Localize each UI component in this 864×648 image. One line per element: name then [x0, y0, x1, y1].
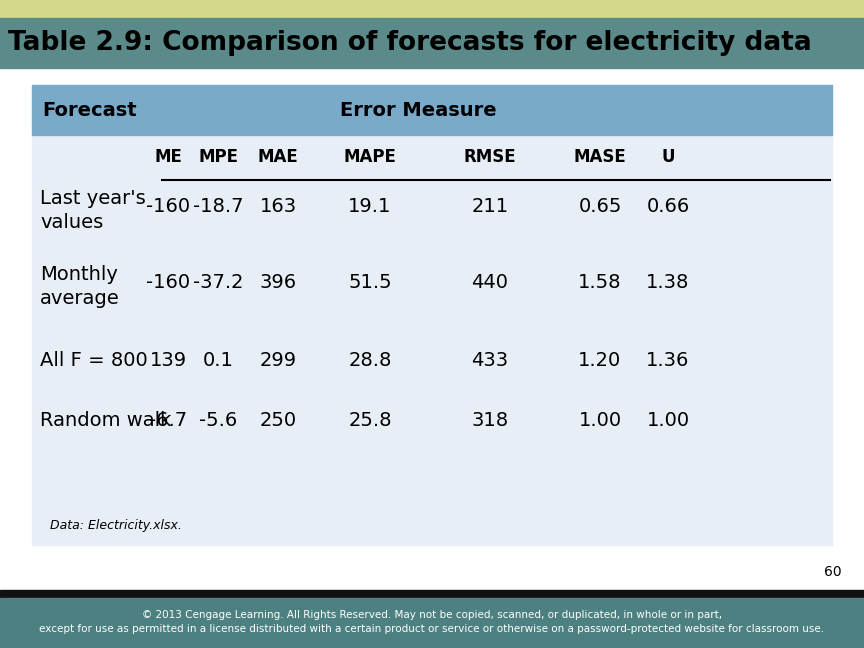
Text: MASE: MASE [574, 148, 626, 166]
Text: average: average [40, 290, 120, 308]
Bar [0, 598, 864, 648]
Text: 28.8: 28.8 [348, 351, 391, 369]
Text: 163: 163 [259, 196, 296, 216]
Text: -18.7: -18.7 [193, 196, 244, 216]
Text: 299: 299 [259, 351, 296, 369]
Text: RMSE: RMSE [464, 148, 517, 166]
Text: Last year's: Last year's [40, 189, 146, 207]
Text: 60: 60 [824, 565, 842, 579]
Text: 1.58: 1.58 [578, 273, 622, 292]
Text: All F = 800: All F = 800 [40, 351, 148, 369]
Text: 139: 139 [149, 351, 187, 369]
Text: -160: -160 [146, 196, 190, 216]
Text: MPE: MPE [198, 148, 238, 166]
Bar [32, 85, 832, 545]
Bar [0, 18, 864, 68]
Bar [0, 0, 864, 18]
Text: 1.20: 1.20 [578, 351, 621, 369]
Text: 318: 318 [472, 410, 509, 430]
Text: Forecast: Forecast [42, 100, 137, 119]
Text: 1.36: 1.36 [646, 351, 689, 369]
Text: -160: -160 [146, 273, 190, 292]
Text: 1.38: 1.38 [646, 273, 689, 292]
Text: Monthly: Monthly [40, 266, 118, 284]
Text: 433: 433 [472, 351, 509, 369]
Text: © 2013 Cengage Learning. All Rights Reserved. May not be copied, scanned, or dup: © 2013 Cengage Learning. All Rights Rese… [40, 610, 824, 634]
Text: -6.7: -6.7 [149, 410, 187, 430]
Text: 396: 396 [259, 273, 296, 292]
Text: 1.00: 1.00 [646, 410, 689, 430]
Text: -5.6: -5.6 [199, 410, 237, 430]
Text: values: values [40, 213, 104, 231]
Text: MAPE: MAPE [344, 148, 397, 166]
Text: ME: ME [154, 148, 182, 166]
Text: -37.2: -37.2 [193, 273, 244, 292]
Text: Data: Electricity.xlsx.: Data: Electricity.xlsx. [50, 520, 182, 533]
Text: Error Measure: Error Measure [340, 100, 496, 119]
Text: 51.5: 51.5 [348, 273, 391, 292]
Text: Random walk: Random walk [40, 410, 171, 430]
Text: 25.8: 25.8 [348, 410, 391, 430]
Text: MAE: MAE [257, 148, 298, 166]
Text: 0.65: 0.65 [578, 196, 622, 216]
Text: Table 2.9: Comparison of forecasts for electricity data: Table 2.9: Comparison of forecasts for e… [8, 30, 812, 56]
Text: 19.1: 19.1 [348, 196, 391, 216]
Text: 0.1: 0.1 [202, 351, 233, 369]
Text: 1.00: 1.00 [578, 410, 621, 430]
Text: U: U [661, 148, 675, 166]
Text: 0.66: 0.66 [646, 196, 689, 216]
Bar [32, 85, 832, 135]
Bar [0, 590, 864, 598]
Text: 440: 440 [472, 273, 509, 292]
Text: 211: 211 [472, 196, 509, 216]
Text: 250: 250 [259, 410, 296, 430]
